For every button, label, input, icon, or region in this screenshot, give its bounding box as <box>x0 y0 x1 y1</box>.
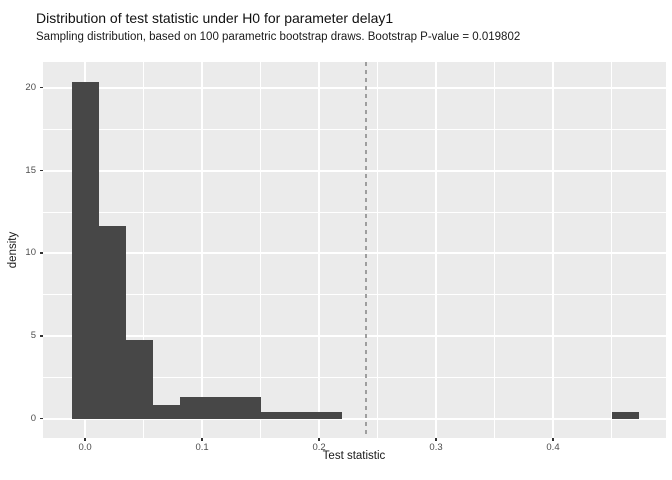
gridline-y-minor <box>43 294 666 296</box>
y-tick-mark <box>40 335 43 337</box>
gridline-x-major <box>435 62 438 438</box>
plot-subtitle: Sampling distribution, based on 100 para… <box>36 31 521 43</box>
x-tick-mark <box>435 438 437 441</box>
histogram-bar <box>287 411 315 419</box>
histogram-bar <box>125 340 153 419</box>
histogram-bar <box>179 397 207 419</box>
y-tick-mark <box>40 417 43 420</box>
gridline-y-major <box>43 169 666 172</box>
x-tick-label: 0.0 <box>78 442 92 453</box>
gridline-y-major <box>43 335 666 338</box>
histogram-bar <box>152 404 180 419</box>
gridline-y-minor <box>43 377 666 379</box>
x-tick-mark <box>201 438 203 441</box>
y-tick-mark <box>40 169 43 172</box>
gridline-x-minor <box>143 62 145 438</box>
gridline-x-minor <box>260 62 262 438</box>
x-tick-mark <box>318 438 320 441</box>
y-tick-label: 10 <box>25 247 36 259</box>
y-tick-label: 20 <box>25 81 36 93</box>
histogram-bar <box>206 397 234 419</box>
x-tick-label: 0.3 <box>429 442 443 453</box>
observed-statistic-line <box>364 62 367 438</box>
x-tick-label: 0.2 <box>312 442 326 453</box>
x-tick-mark <box>552 438 554 441</box>
gridline-x-major <box>552 62 554 438</box>
gridline-y-minor <box>43 128 666 130</box>
x-axis-title: Test statistic <box>322 450 386 462</box>
plot-panel <box>43 62 666 438</box>
gridline-y-major <box>43 417 666 420</box>
gridline-x-minor <box>377 62 379 438</box>
histogram-bar <box>314 411 342 419</box>
x-tick-label: 0.4 <box>546 442 560 453</box>
gridline-x-major <box>318 62 321 438</box>
y-tick-mark <box>40 86 43 89</box>
histogram-bar <box>233 397 261 419</box>
histogram-bar <box>611 411 639 419</box>
gridline-x-minor <box>494 62 496 438</box>
x-tick-mark <box>84 438 86 441</box>
gridline-x-major <box>201 62 204 438</box>
y-tick-label: 5 <box>30 330 36 342</box>
y-tick-label: 0 <box>30 412 36 424</box>
plot-title: Distribution of test statistic under H0 … <box>36 10 394 26</box>
gridline-y-major <box>43 86 666 89</box>
gridline-y-major <box>43 252 666 255</box>
y-tick-label: 15 <box>25 164 36 176</box>
y-tick-mark <box>40 252 43 254</box>
histogram-bar <box>71 82 99 419</box>
histogram-bar <box>260 411 288 419</box>
gridline-x-minor <box>610 62 612 438</box>
x-tick-label: 0.1 <box>195 442 209 453</box>
histogram-bar <box>98 225 126 419</box>
gridline-y-minor <box>43 211 666 213</box>
